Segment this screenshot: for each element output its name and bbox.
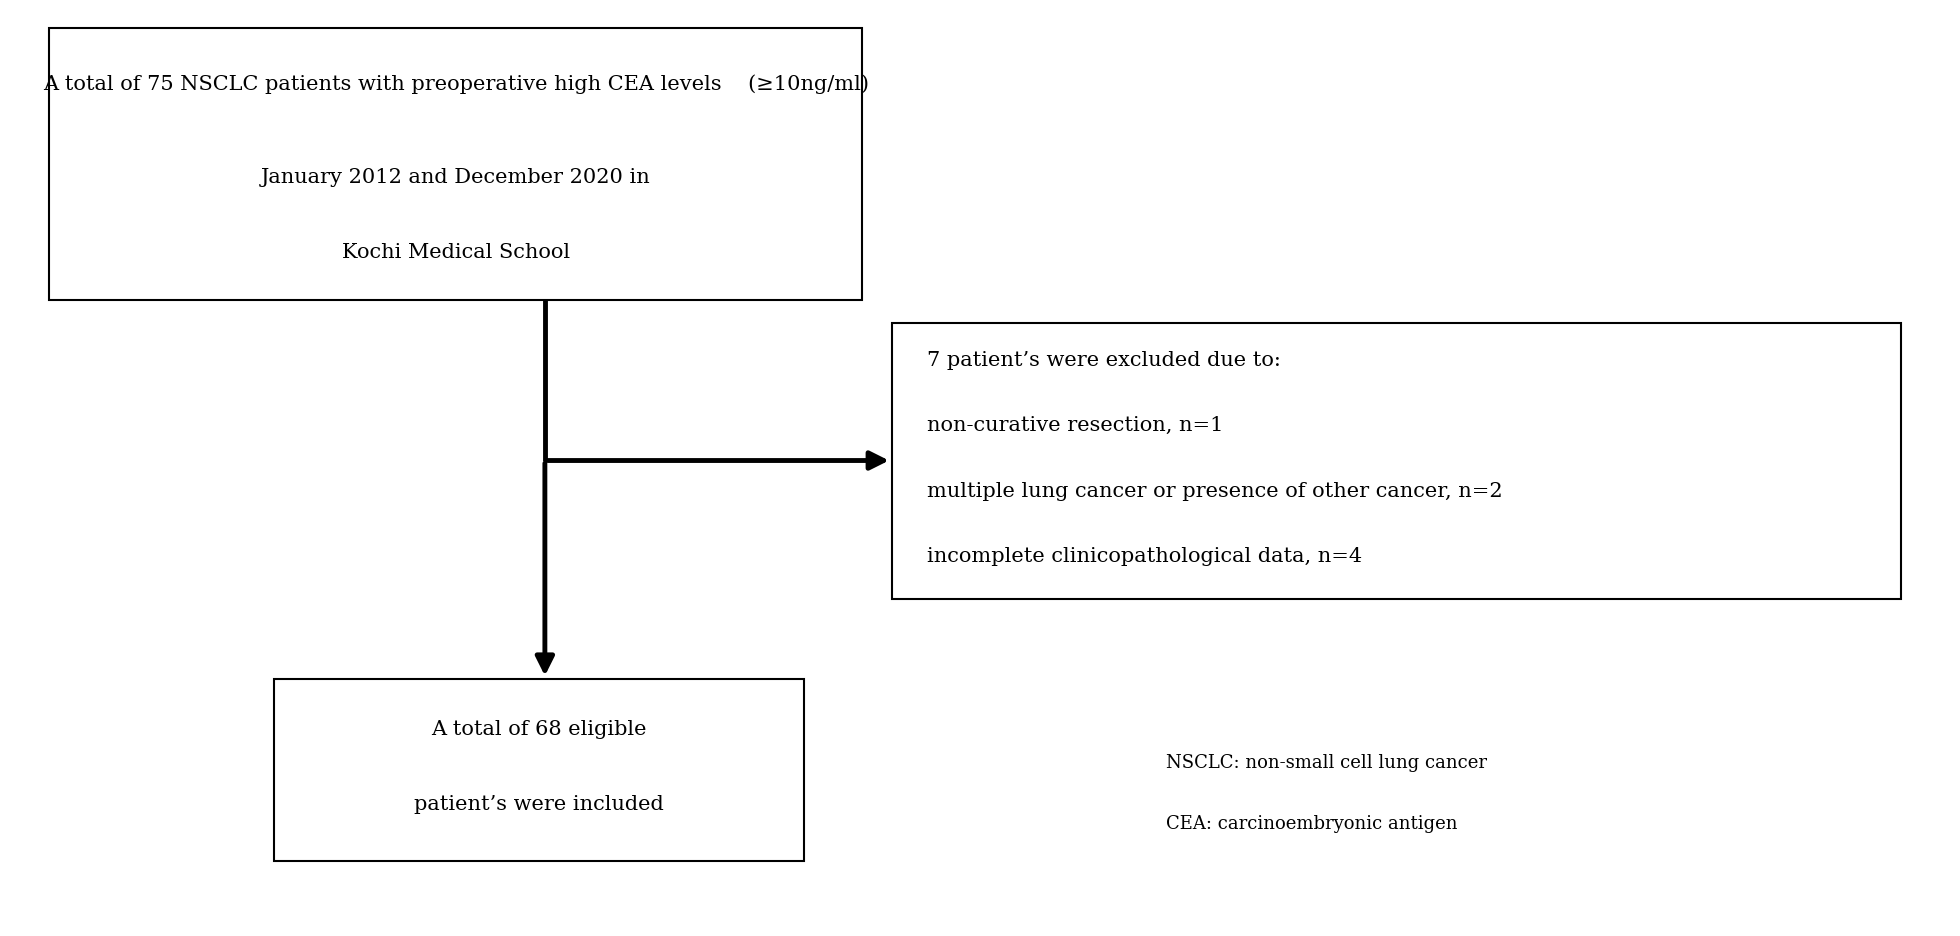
Text: CEA: carcinoembryonic antigen: CEA: carcinoembryonic antigen [1166,815,1458,833]
Text: non-curative resection, n=1: non-curative resection, n=1 [927,417,1223,435]
FancyBboxPatch shape [274,679,804,861]
FancyBboxPatch shape [49,28,862,300]
Text: A total of 68 eligible: A total of 68 eligible [431,721,647,739]
Text: Kochi Medical School: Kochi Medical School [341,243,570,262]
Text: 7 patient’s were excluded due to:: 7 patient’s were excluded due to: [927,351,1282,370]
Text: A total of 75 NSCLC patients with preoperative high CEA levels    (≥10ng/ml): A total of 75 NSCLC patients with preope… [43,74,868,94]
Text: incomplete clinicopathological data, n=4: incomplete clinicopathological data, n=4 [927,548,1362,566]
Text: NSCLC: non-small cell lung cancer: NSCLC: non-small cell lung cancer [1166,754,1488,772]
Text: multiple lung cancer or presence of other cancer, n=2: multiple lung cancer or presence of othe… [927,482,1503,501]
FancyBboxPatch shape [892,323,1901,599]
Text: January 2012 and December 2020 in: January 2012 and December 2020 in [261,168,651,187]
Text: patient’s were included: patient’s were included [414,796,664,814]
